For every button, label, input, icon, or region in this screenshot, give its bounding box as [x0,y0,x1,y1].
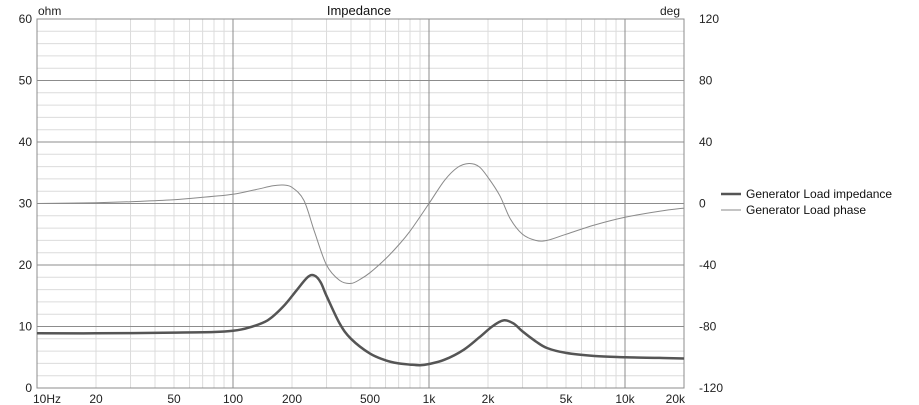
right-axis-tick-label: 40 [699,135,713,149]
left-axis-tick-label: 10 [19,320,33,334]
left-axis-tick-label: 20 [19,258,33,272]
x-axis-tick-label: 10k [615,392,635,405]
x-axis-tick-label: 50 [167,392,181,405]
impedance-series-line [36,273,685,367]
chart-title: Impedance [327,3,391,18]
legend-label-impedance: Generator Load impedance [746,187,892,201]
left-axis-tick-label: 40 [19,135,33,149]
left-axis-unit: ohm [38,4,61,18]
left-axis-tick-label: 50 [19,74,33,88]
x-axis-tick-label: 200 [282,392,302,405]
right-axis-unit: deg [660,4,680,18]
right-axis-tick-label: -40 [699,258,717,272]
x-axis-tick-label: 10Hz [33,392,61,405]
x-axis-tick-label: 20 [89,392,103,405]
x-axis-tick-label: 2k [482,392,496,405]
series [36,162,685,367]
right-axis-tick-label: -80 [699,320,717,334]
x-axis-tick-label: 500 [360,392,380,405]
right-axis-tick-label: -120 [699,381,723,395]
left-axis-tick-label: 30 [19,197,33,211]
x-axis-tick-label: 1k [423,392,437,405]
axis-labels: 0 10 20 30 40 50 60 -120 -80 -40 0 40 80 120 10Hz 20 50 1… [19,12,724,405]
legend-label-phase: Generator Load phase [746,203,866,217]
left-axis-tick-label: 60 [19,12,33,26]
right-axis-tick-label: 0 [699,197,706,211]
phase-series-line [36,162,685,284]
left-axis-tick-label: 0 [25,381,32,395]
x-axis-tick-label: 5k [560,392,574,405]
x-axis-tick-label: 100 [223,392,243,405]
right-axis-tick-label: 120 [699,12,719,26]
right-axis-tick-label: 80 [699,74,713,88]
x-axis-tick-label: 20k [666,392,686,405]
legend: Generator Load impedance Generator Load … [721,187,892,217]
grid [37,19,685,388]
